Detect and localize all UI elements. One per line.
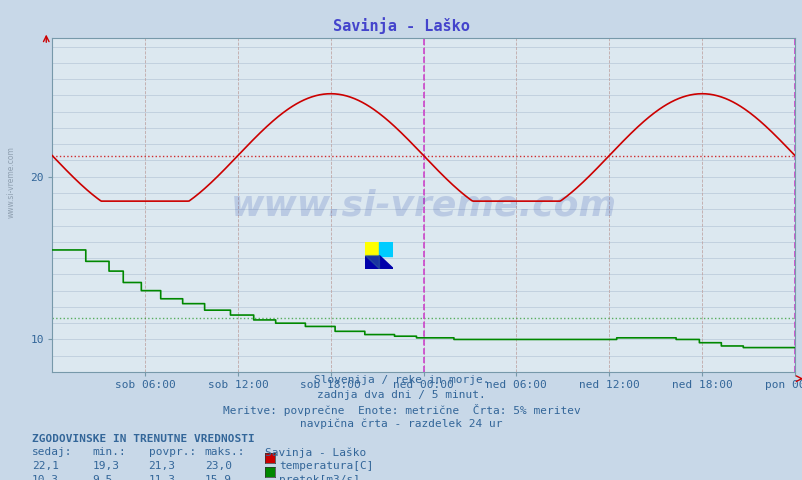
Text: navpična črta - razdelek 24 ur: navpična črta - razdelek 24 ur xyxy=(300,419,502,429)
Text: 10,3: 10,3 xyxy=(32,475,59,480)
Text: www.si-vreme.com: www.si-vreme.com xyxy=(230,188,616,222)
Text: 9,5: 9,5 xyxy=(92,475,112,480)
Text: povpr.:: povpr.: xyxy=(148,447,196,457)
Text: temperatura[C]: temperatura[C] xyxy=(279,461,374,471)
Text: 23,0: 23,0 xyxy=(205,461,232,471)
Text: Savinja - Laško: Savinja - Laško xyxy=(333,17,469,34)
Text: Savinja - Laško: Savinja - Laško xyxy=(265,447,366,458)
Text: www.si-vreme.com: www.si-vreme.com xyxy=(6,146,15,218)
Text: 19,3: 19,3 xyxy=(92,461,119,471)
Text: Meritve: povprečne  Enote: metrične  Črta: 5% meritev: Meritve: povprečne Enote: metrične Črta:… xyxy=(222,404,580,416)
Polygon shape xyxy=(379,242,393,255)
Text: 21,3: 21,3 xyxy=(148,461,176,471)
Text: 11,3: 11,3 xyxy=(148,475,176,480)
Polygon shape xyxy=(379,242,393,255)
Text: maks.:: maks.: xyxy=(205,447,245,457)
Polygon shape xyxy=(379,255,393,269)
Bar xyxy=(365,242,379,255)
Text: sedaj:: sedaj: xyxy=(32,447,72,457)
Text: 15,9: 15,9 xyxy=(205,475,232,480)
Text: min.:: min.: xyxy=(92,447,126,457)
Text: Slovenija / reke in morje.: Slovenija / reke in morje. xyxy=(314,375,488,385)
Text: zadnja dva dni / 5 minut.: zadnja dva dni / 5 minut. xyxy=(317,390,485,400)
Bar xyxy=(365,255,379,269)
Text: 22,1: 22,1 xyxy=(32,461,59,471)
Text: ZGODOVINSKE IN TRENUTNE VREDNOSTI: ZGODOVINSKE IN TRENUTNE VREDNOSTI xyxy=(32,434,254,444)
Text: pretok[m3/s]: pretok[m3/s] xyxy=(279,475,360,480)
Polygon shape xyxy=(365,255,379,269)
